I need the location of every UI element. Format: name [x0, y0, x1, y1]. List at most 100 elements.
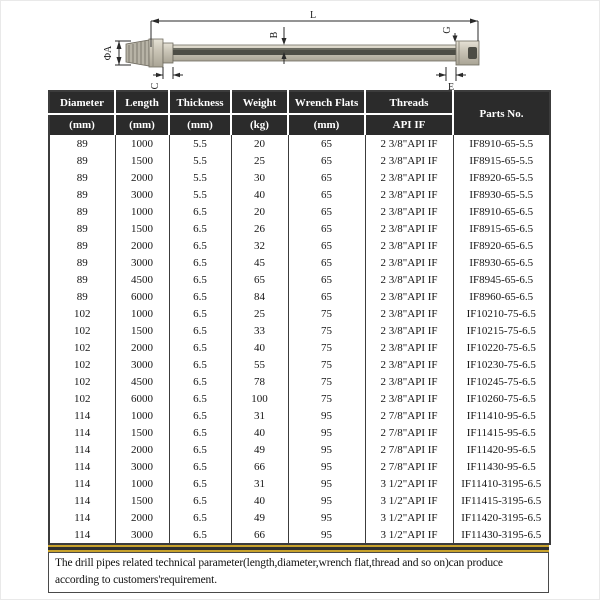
- cell-parts-no: IF8920-65-6.5: [452, 237, 550, 254]
- cell-parts-no: IF11420-95-6.5: [452, 441, 550, 458]
- table-row: 114 3000 6.5 66 95 3 1/2"API IF IF11430-3195-6…: [49, 526, 550, 544]
- cell-parts-no: IF11410-95-6.5: [452, 407, 550, 424]
- cell-diameter: 89: [76, 188, 88, 201]
- col-unit-weight: (kg): [230, 113, 288, 135]
- cell-diameter: 102: [74, 341, 91, 354]
- cell-diameter: 102: [74, 375, 91, 388]
- cell-weight: 66: [230, 458, 288, 475]
- cell-thickness: 6.5: [168, 441, 231, 458]
- cell-parts-no: IF10210-75-6.5: [452, 305, 550, 322]
- spec-table-body: 89 1000 5.5 20 65 2 3/8"API IF IF8910-65-5.5 89…: [49, 135, 550, 544]
- cell-wrench-flats: 95: [287, 475, 365, 492]
- cell-thickness: 5.5: [168, 135, 231, 152]
- cell-parts-no: IF8945-65-6.5: [452, 271, 550, 288]
- cell-thickness: 6.5: [168, 424, 231, 441]
- cell-parts-no: IF10260-75-6.5: [452, 390, 550, 407]
- cell-threads: 3 1/2"API IF: [364, 475, 453, 492]
- cell-weight: 78: [230, 373, 288, 390]
- cell-weight: 25: [230, 305, 288, 322]
- cell-length: 2000: [114, 169, 169, 186]
- cell-parts-no: IF10220-75-6.5: [452, 339, 550, 356]
- cell-thickness: 5.5: [168, 169, 231, 186]
- cell-thickness: 6.5: [168, 220, 231, 237]
- gold-separator-band: [48, 545, 549, 552]
- cell-length: 1500: [114, 492, 169, 509]
- table-row: 89 1000 5.5 20 65 2 3/8"API IF IF8910-65-5.5: [49, 135, 550, 152]
- cell-wrench-flats: 95: [287, 441, 365, 458]
- cell-length: 3000: [114, 186, 169, 203]
- dimension-B: B: [269, 27, 287, 64]
- cell-wrench-flats: 95: [287, 458, 365, 475]
- table-row: 89 2000 6.5 32 65 2 3/8"API IF IF8920-65-6.5: [49, 237, 550, 254]
- cell-wrench-flats: 75: [287, 356, 365, 373]
- cell-weight: 31: [230, 407, 288, 424]
- cell-wrench-flats: 65: [287, 288, 365, 305]
- cell-weight: 20: [230, 203, 288, 220]
- cell-threads: 2 3/8"API IF: [364, 135, 453, 152]
- cell-length: 6000: [114, 390, 169, 407]
- cell-threads: 2 3/8"API IF: [364, 254, 453, 271]
- cell-diameter: 102: [74, 358, 91, 371]
- cell-threads: 3 1/2"API IF: [364, 526, 453, 544]
- cell-weight: 32: [230, 237, 288, 254]
- table-row: 89 6000 6.5 84 65 2 3/8"API IF IF8960-65-6.5: [49, 288, 550, 305]
- cell-thickness: 5.5: [168, 186, 231, 203]
- cell-threads: 2 3/8"API IF: [364, 169, 453, 186]
- cell-wrench-flats: 65: [287, 254, 365, 271]
- cell-threads: 2 3/8"API IF: [364, 186, 453, 203]
- cell-wrench-flats: 65: [287, 203, 365, 220]
- cell-thickness: 6.5: [168, 288, 231, 305]
- cell-threads: 2 3/8"API IF: [364, 390, 453, 407]
- cell-threads: 2 3/8"API IF: [364, 152, 453, 169]
- cell-wrench-flats: 95: [287, 407, 365, 424]
- cell-diameter: 89: [76, 137, 88, 150]
- cell-diameter: 89: [76, 205, 88, 218]
- cell-threads: 3 1/2"API IF: [364, 509, 453, 526]
- cell-length: 1000: [114, 305, 169, 322]
- cell-thickness: 6.5: [168, 526, 231, 544]
- dim-label-l: L: [310, 10, 316, 21]
- col-unit-length: (mm): [114, 113, 169, 135]
- cell-length: 2000: [114, 237, 169, 254]
- table-row: 89 1000 6.5 20 65 2 3/8"API IF IF8910-65-6.5: [49, 203, 550, 220]
- cell-threads: 2 3/8"API IF: [364, 220, 453, 237]
- cell-diameter: 114: [74, 528, 91, 541]
- col-header-diameter: Diameter: [49, 91, 115, 114]
- table-row: 114 2000 6.5 49 95 3 1/2"API IF IF11420-3195-6…: [49, 509, 550, 526]
- dimension-phi-a: ΦA: [103, 40, 131, 66]
- cell-diameter: 89: [76, 256, 88, 269]
- cell-thickness: 6.5: [168, 203, 231, 220]
- cell-diameter: 102: [74, 324, 91, 337]
- cell-thickness: 6.5: [168, 373, 231, 390]
- cell-parts-no: IF8920-65-5.5: [452, 169, 550, 186]
- cell-weight: 33: [230, 322, 288, 339]
- drill-pipe-diagram: L B ΦA C: [103, 10, 480, 93]
- cell-thickness: 6.5: [168, 475, 231, 492]
- cell-diameter: 89: [76, 239, 88, 252]
- table-row: 89 1500 5.5 25 65 2 3/8"API IF IF8915-65-5.5: [49, 152, 550, 169]
- cell-weight: 49: [230, 509, 288, 526]
- cell-length: 1500: [114, 424, 169, 441]
- col-header-parts-no: Parts No.: [452, 91, 550, 135]
- cell-parts-no: IF8915-65-6.5: [452, 220, 550, 237]
- cell-wrench-flats: 65: [287, 186, 365, 203]
- cell-thickness: 6.5: [168, 509, 231, 526]
- cell-wrench-flats: 75: [287, 322, 365, 339]
- dimension-L: L: [150, 10, 479, 47]
- cell-wrench-flats: 65: [287, 220, 365, 237]
- cell-threads: 2 3/8"API IF: [364, 288, 453, 305]
- cell-thickness: 6.5: [168, 407, 231, 424]
- cell-weight: 20: [230, 135, 288, 152]
- table-row: 102 1500 6.5 33 75 2 3/8"API IF IF10215-75-6.5: [49, 322, 550, 339]
- cell-parts-no: IF11420-3195-6.5: [452, 509, 550, 526]
- table-row: 102 1000 6.5 25 75 2 3/8"API IF IF10210-75-6.5: [49, 305, 550, 322]
- cell-length: 1500: [114, 152, 169, 169]
- cell-weight: 55: [230, 356, 288, 373]
- table-row: 89 4500 6.5 65 65 2 3/8"API IF IF8945-65-6.5: [49, 271, 550, 288]
- cell-parts-no: IF11430-3195-6.5: [452, 526, 550, 544]
- cell-length: 3000: [114, 458, 169, 475]
- cell-wrench-flats: 75: [287, 390, 365, 407]
- spec-table: Diameter Length Thickness Weight Wrench …: [48, 90, 551, 545]
- cell-length: 1500: [114, 322, 169, 339]
